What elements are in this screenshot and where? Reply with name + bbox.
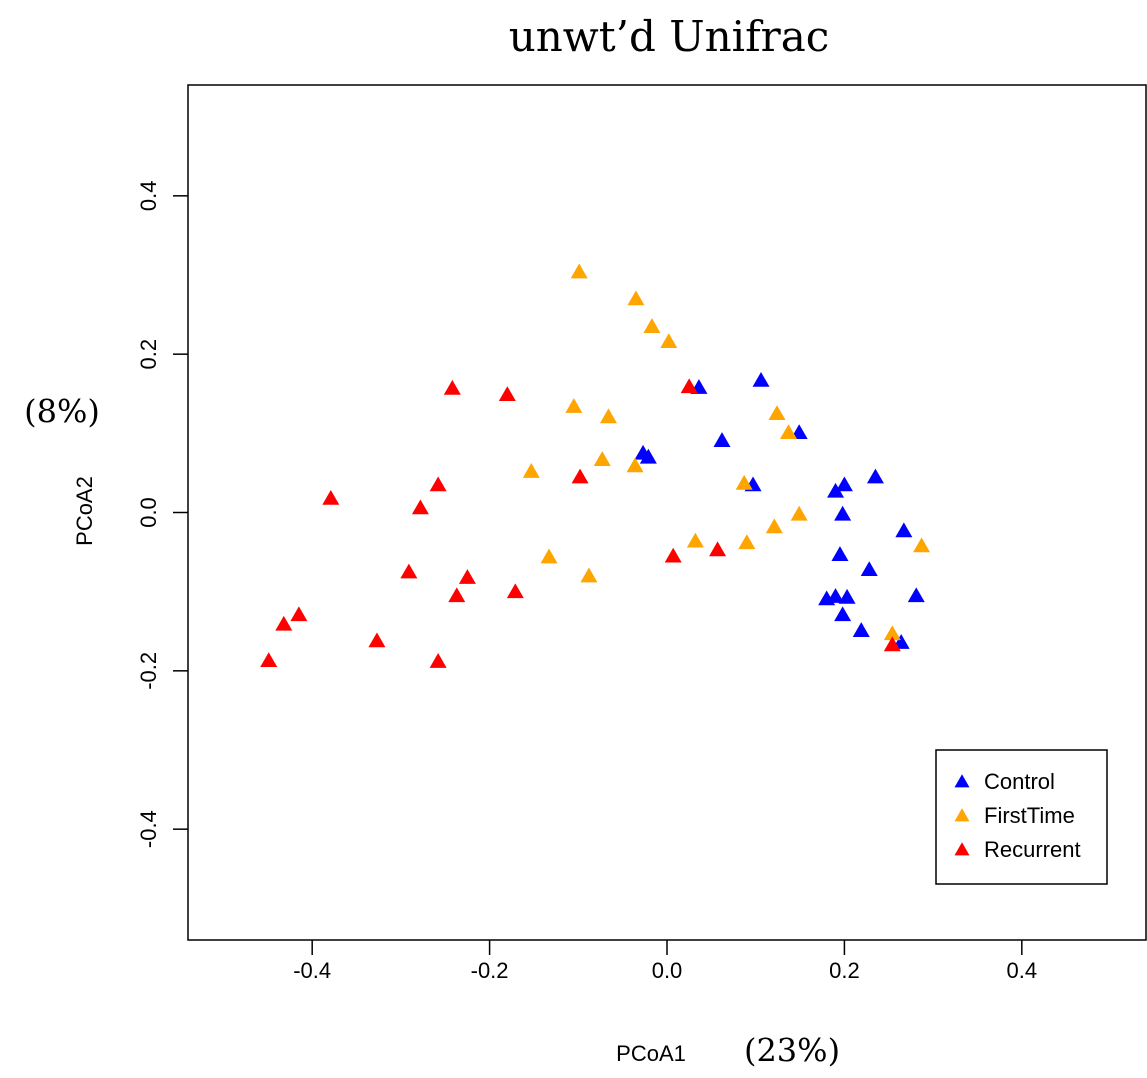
point — [838, 588, 856, 604]
point — [860, 561, 878, 577]
point — [765, 518, 783, 534]
x-tick-label: 0.0 — [652, 958, 683, 983]
point — [275, 615, 293, 631]
point — [831, 546, 849, 561]
point — [713, 432, 731, 447]
point — [686, 532, 704, 548]
y-tick-label: 0.4 — [136, 181, 161, 212]
legend-marker — [954, 774, 970, 788]
point — [322, 489, 340, 505]
point — [400, 563, 418, 579]
point — [790, 424, 808, 440]
x-tick-label: -0.4 — [293, 958, 331, 983]
point — [827, 482, 845, 498]
point — [443, 379, 461, 395]
point — [540, 548, 558, 564]
point — [593, 451, 611, 466]
point — [866, 468, 884, 484]
point — [290, 606, 308, 622]
point — [852, 622, 870, 637]
y-tick-label: 0.0 — [136, 497, 161, 528]
point — [368, 632, 386, 648]
point — [780, 424, 798, 440]
point — [680, 378, 698, 394]
point — [835, 476, 853, 492]
point — [768, 405, 786, 421]
point — [834, 606, 852, 622]
point — [260, 652, 278, 668]
legend-label: FirstTime — [984, 803, 1075, 828]
point — [790, 505, 808, 521]
point — [907, 587, 925, 603]
point — [627, 290, 645, 306]
point — [735, 474, 753, 490]
x-tick-label: 0.2 — [829, 958, 860, 983]
x-tick-label: 0.4 — [1007, 958, 1038, 983]
legend-marker — [954, 842, 970, 856]
point — [709, 541, 727, 557]
point — [913, 537, 931, 553]
point — [580, 567, 598, 583]
point — [639, 448, 657, 464]
x-axis-label: PCoA1 — [616, 1041, 686, 1066]
legend-marker — [954, 808, 970, 822]
legend-label: Recurrent — [984, 837, 1081, 862]
point — [664, 547, 682, 563]
chart-title: unwt’d Unifrac — [509, 12, 830, 61]
point — [752, 372, 770, 387]
point — [570, 263, 588, 279]
point — [738, 534, 756, 550]
point — [660, 333, 678, 349]
annotation: (23%) — [744, 1032, 840, 1070]
point — [571, 468, 589, 484]
y-tick-label: 0.2 — [136, 339, 161, 370]
point — [458, 569, 476, 584]
legend-label: Control — [984, 769, 1055, 794]
x-tick-label: -0.2 — [471, 958, 509, 983]
point — [429, 476, 447, 492]
y-tick-label: -0.2 — [136, 652, 161, 690]
point — [626, 457, 644, 473]
point — [883, 636, 901, 652]
point — [448, 587, 466, 603]
point — [643, 318, 661, 333]
point — [522, 463, 540, 478]
point — [883, 625, 901, 641]
point — [834, 505, 852, 521]
point — [498, 386, 516, 402]
y-tick-label: -0.4 — [136, 810, 161, 848]
point — [565, 398, 583, 413]
point — [895, 522, 913, 538]
point — [411, 499, 429, 515]
point — [506, 583, 524, 599]
point — [599, 408, 617, 424]
annotation: (8%) — [24, 393, 100, 431]
point — [827, 588, 845, 603]
point — [429, 653, 447, 668]
y-axis-label: PCoA2 — [72, 476, 97, 546]
